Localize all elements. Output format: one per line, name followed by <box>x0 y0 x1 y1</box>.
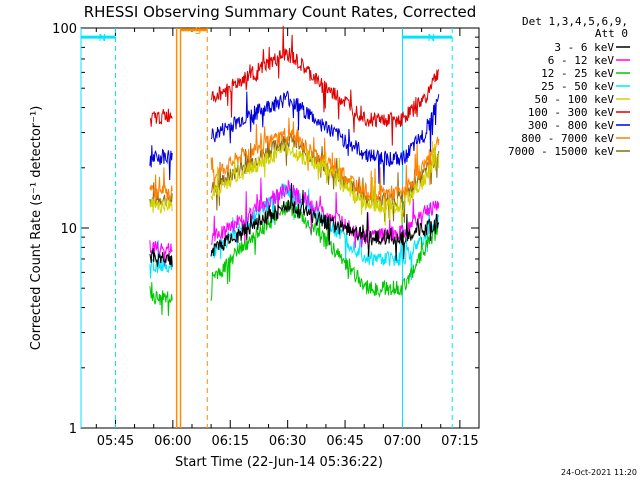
plot-frame <box>80 27 480 429</box>
x-tick-label: 06:15 <box>212 434 249 449</box>
y-tick-label: 10 <box>60 222 77 237</box>
legend-label: 300 - 800 keV <box>528 119 614 132</box>
y-tick-label: 100 <box>52 22 77 37</box>
series-line <box>149 281 173 316</box>
legend-header: Det 1,3,4,5,6,9, <box>522 15 628 28</box>
legend-label: 7000 - 15000 keV <box>508 145 614 158</box>
legend-label: 6 - 12 keV <box>548 54 615 67</box>
series-line <box>149 108 173 127</box>
legend-label: 100 - 300 keV <box>528 106 614 119</box>
x-axis-label: Start Time (22-Jun-14 05:36:22) <box>175 455 383 470</box>
x-tick-label: 06:30 <box>269 434 306 449</box>
series-line <box>149 198 173 214</box>
y-tick-label: 1 <box>69 422 77 437</box>
y-axis-label: Corrected Count Rate (s⁻¹ detector⁻¹) <box>29 106 44 351</box>
series-line <box>210 117 440 211</box>
marker-label: N <box>428 33 435 44</box>
legend-header: Att 0 <box>595 27 628 40</box>
legend-label: 50 - 100 keV <box>535 93 615 106</box>
series-line <box>210 140 440 232</box>
series-line <box>210 183 440 261</box>
legend-label: 25 - 50 keV <box>541 80 614 93</box>
series-line <box>149 167 173 201</box>
legend-label: 12 - 25 keV <box>541 67 614 80</box>
x-tick-label: 05:45 <box>97 434 134 449</box>
chart-title: RHESSI Observing Summary Count Rates, Co… <box>84 3 477 21</box>
x-tick-label: 06:00 <box>154 434 191 449</box>
footer-date: 24-Oct-2021 11:20 <box>561 468 637 477</box>
series-line <box>149 145 173 181</box>
series-line <box>149 240 173 266</box>
series-line <box>149 248 173 267</box>
series-line <box>149 240 173 279</box>
series-line <box>210 25 440 146</box>
legend-label: 800 - 7000 keV <box>521 132 614 145</box>
marker-label: S <box>195 26 201 37</box>
marker-label: N <box>98 33 105 44</box>
series-line <box>210 90 440 186</box>
legend-label: 3 - 6 keV <box>554 41 614 54</box>
x-tick-label: 07:15 <box>441 434 478 449</box>
x-tick-label: 06:45 <box>326 434 363 449</box>
plot-area: 1 10 100 05:45 06:00 06:15 06:30 06:45 07:00 07:1… <box>52 22 480 449</box>
x-tick-label: 07:00 <box>384 434 421 449</box>
series-line <box>210 201 440 301</box>
